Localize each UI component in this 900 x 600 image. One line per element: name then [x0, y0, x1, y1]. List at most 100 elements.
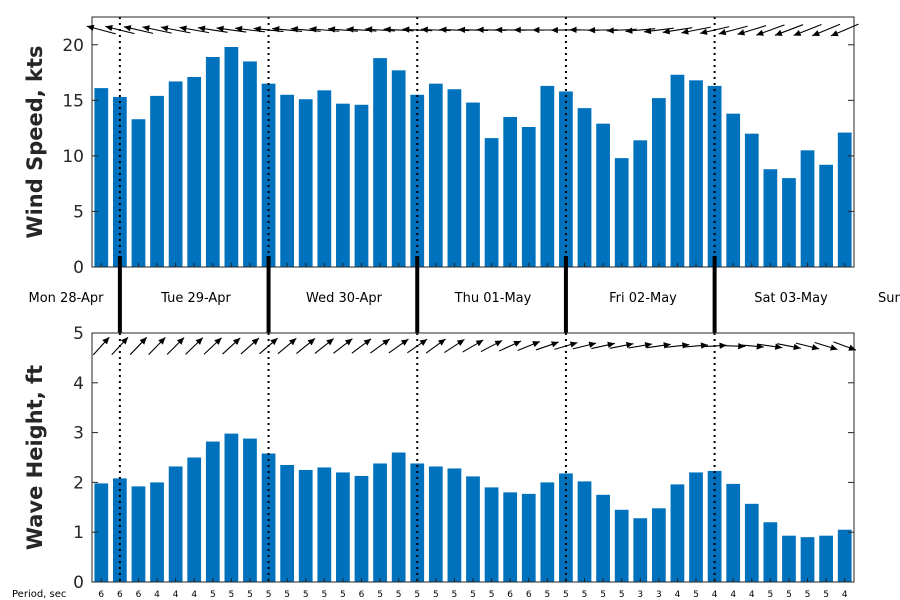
bar — [391, 70, 406, 267]
bar — [168, 466, 183, 582]
arrow-head — [550, 26, 558, 34]
period-value: 5 — [340, 590, 346, 600]
direction-arrow — [203, 337, 222, 355]
direction-arrow — [795, 342, 820, 351]
bar — [782, 535, 796, 582]
day-label: Fri 02-May — [609, 291, 677, 306]
y-axis-title: Wind Speed, kts — [23, 45, 47, 238]
arrow-head — [607, 341, 615, 349]
arrow-head — [756, 343, 764, 350]
bar — [373, 58, 387, 267]
bar — [243, 61, 257, 267]
bar — [670, 484, 685, 582]
period-value: 5 — [805, 590, 811, 600]
direction-arrow — [774, 24, 804, 36]
direction-arrow — [756, 24, 785, 36]
period-value: 4 — [842, 590, 848, 600]
period-value: 3 — [637, 590, 643, 600]
bar — [577, 108, 592, 267]
bar — [150, 95, 164, 267]
bar — [744, 503, 759, 582]
direction-arrow — [833, 341, 857, 351]
arrow-head — [737, 29, 746, 36]
direction-arrow — [681, 26, 711, 35]
period-value: 6 — [359, 590, 365, 600]
arrow-head — [195, 337, 203, 345]
bar — [689, 80, 703, 267]
bar — [428, 466, 443, 582]
period-value: 5 — [303, 590, 309, 600]
bar — [187, 457, 202, 582]
direction-arrow — [314, 338, 335, 354]
y-axis-title: Wave Height, ft — [23, 365, 47, 550]
direction-arrow — [684, 342, 709, 349]
arrow-head — [513, 340, 522, 347]
bar — [373, 463, 387, 582]
arrow-head — [105, 24, 113, 32]
period-value: 5 — [377, 590, 383, 600]
period-value: 4 — [675, 590, 681, 600]
direction-arrow — [628, 342, 653, 349]
bar — [689, 472, 703, 582]
bar — [800, 150, 815, 267]
direction-arrow — [699, 26, 730, 35]
bar — [336, 103, 350, 268]
bar — [113, 97, 127, 267]
arrow-head — [551, 341, 559, 348]
arrow-head — [456, 339, 465, 346]
period-value: 6 — [526, 590, 532, 600]
bar — [726, 483, 741, 582]
arrow-head — [197, 25, 206, 32]
arrow-head — [214, 337, 222, 345]
arrow-head — [142, 25, 150, 32]
day-label: Tue 29-Apr — [160, 291, 231, 306]
arrow-head — [643, 27, 652, 35]
arrow-head — [326, 338, 334, 346]
direction-arrow — [240, 337, 260, 355]
period-value: 6 — [117, 590, 123, 600]
bar — [224, 433, 239, 582]
bar — [521, 127, 536, 267]
arrow-head — [270, 338, 278, 346]
arrow-head — [253, 25, 261, 33]
arrow-head — [774, 343, 783, 350]
period-value: 5 — [693, 590, 699, 600]
period-value: 5 — [582, 590, 588, 600]
period-value: 4 — [730, 590, 736, 600]
bar — [633, 140, 648, 267]
arrow-head — [700, 342, 708, 349]
bar — [651, 98, 666, 267]
arrow-head — [756, 29, 764, 36]
arrow-head — [179, 25, 187, 32]
arrow-head — [86, 24, 95, 32]
wind-speed-panel: 0 5 10 15 20 Wind Speed, kts — [23, 16, 859, 278]
period-value: 5 — [470, 590, 476, 600]
period-value: 5 — [433, 590, 439, 600]
bar — [298, 99, 313, 267]
period-value: 4 — [749, 590, 755, 600]
period-value: 4 — [154, 590, 160, 600]
direction-arrow — [425, 338, 446, 354]
bar — [428, 83, 443, 268]
bar — [391, 452, 406, 582]
direction-arrow — [721, 342, 746, 350]
day-label: Thu 01-May — [454, 291, 532, 306]
day-label: Wed 30-Apr — [306, 291, 383, 306]
period-row: Period, sec 6 6 6 4 4 4 5 5 5 5 5 5 5 5 6 5 5 5 5 5 5 5 6 6 5 5 5 5 5… — [12, 589, 848, 600]
direction-arrow — [662, 27, 693, 35]
arrow-head — [793, 343, 801, 351]
arrow-head — [625, 27, 633, 34]
bar — [354, 475, 369, 582]
arrow-head — [327, 26, 336, 33]
bar — [559, 473, 573, 582]
direction-arrow — [370, 338, 391, 354]
direction-arrow — [554, 341, 578, 350]
bar — [410, 463, 425, 582]
arrow-head — [139, 337, 147, 345]
period-value: 5 — [210, 590, 216, 600]
arrow-head — [606, 27, 614, 34]
arrow-head — [532, 341, 540, 348]
bar — [484, 487, 499, 582]
direction-arrow — [179, 25, 210, 34]
y-tick-label: 5 — [73, 324, 84, 344]
